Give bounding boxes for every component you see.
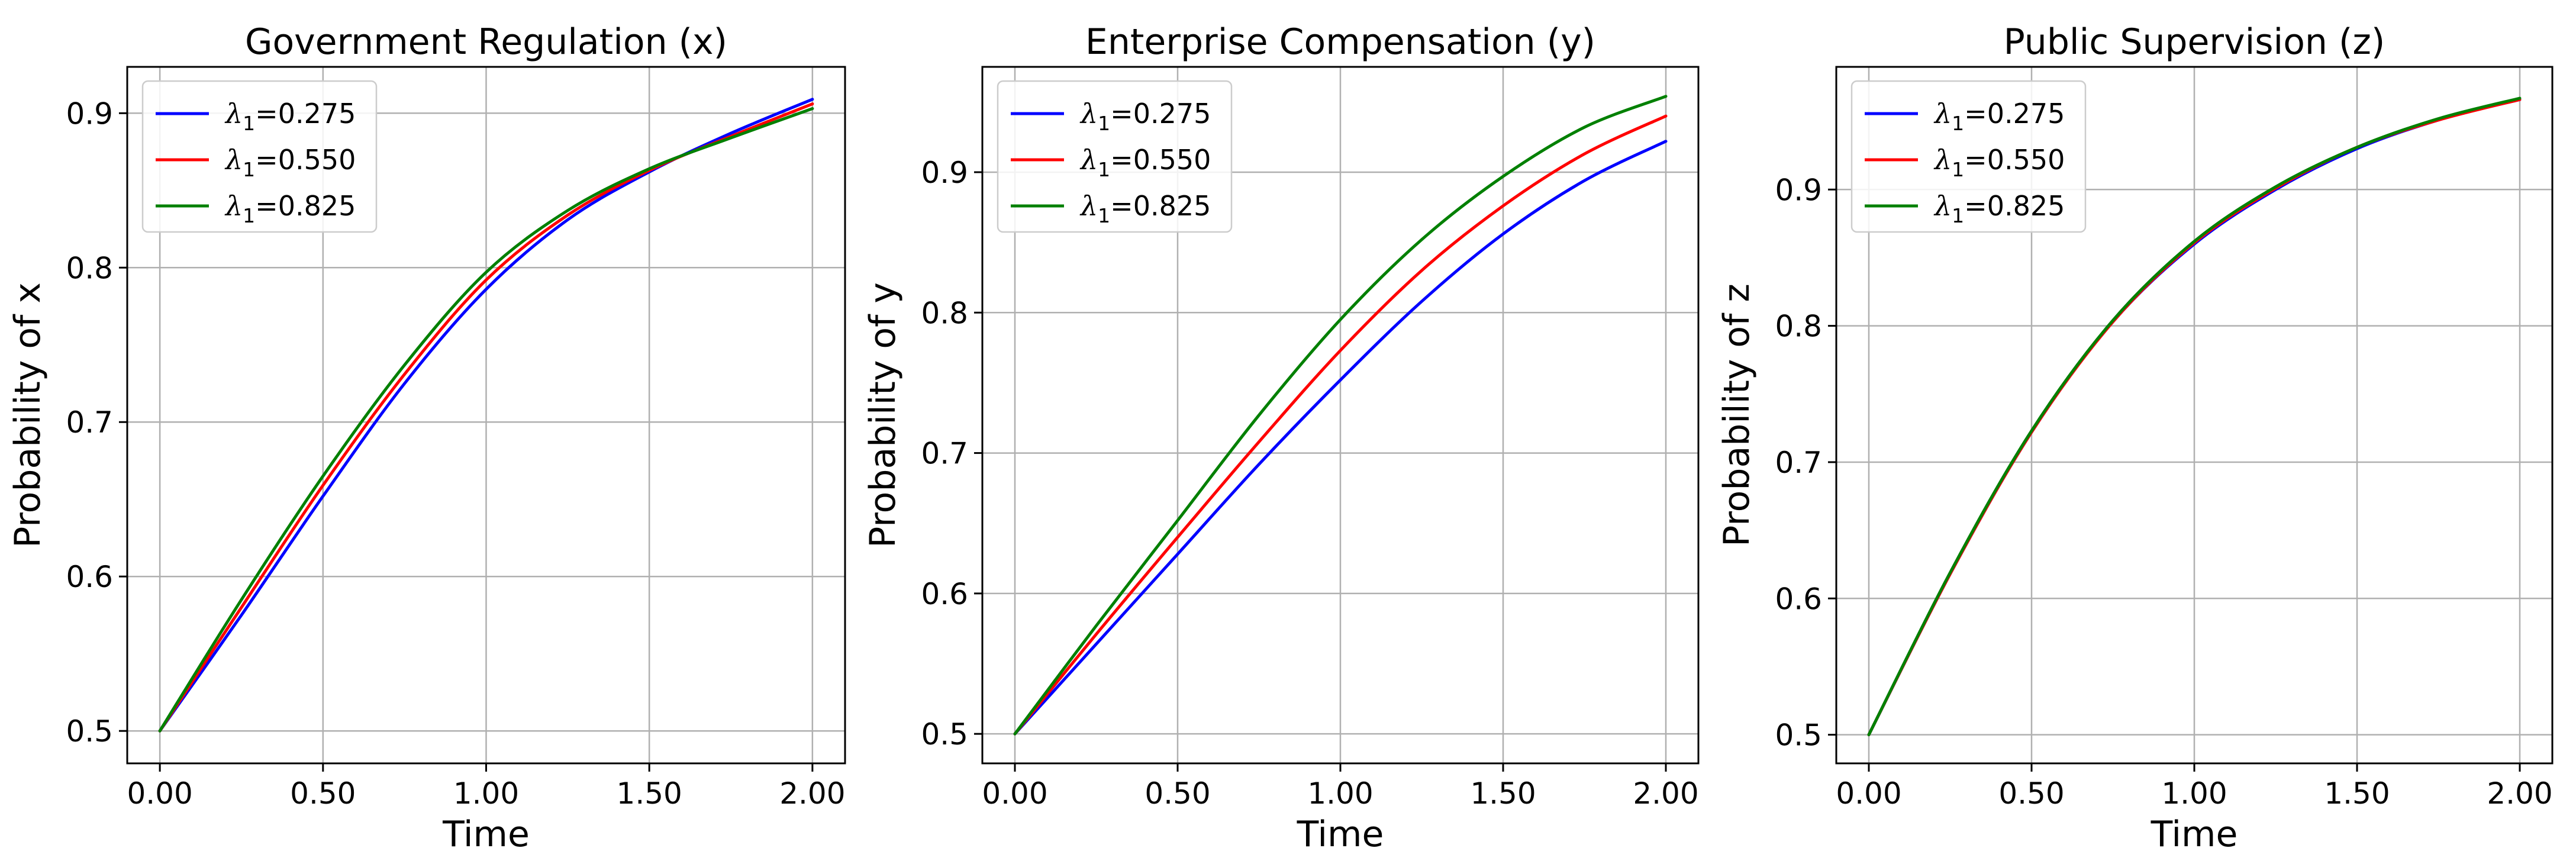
- x-tick-label: 1.50: [617, 776, 682, 811]
- series-line-2: [1013, 114, 1668, 736]
- y-tick-label: 0.6: [66, 560, 113, 594]
- x-tick-label: 2.00: [2487, 776, 2552, 811]
- chart-panel-1: 0.00 0.50 1.00 1.50 2.00 0.5 0.6 0.7 0.8 0.9 Gover…: [7, 21, 846, 855]
- y-tick-label: 0.6: [921, 577, 968, 611]
- chart-panel-2: 0.00 0.50 1.00 1.50 2.00 0.5 0.6 0.7 0.8 0.9 Enter…: [862, 21, 1700, 855]
- legend: λ1=0.275 λ1=0.550 λ1=0.825: [141, 80, 378, 233]
- y-tick-label: 0.9: [921, 156, 968, 190]
- x-tick-label: 1.50: [2324, 776, 2390, 811]
- y-tick-label: 0.7: [66, 405, 113, 440]
- series-line-1: [1013, 140, 1668, 736]
- y-tick-label: 0.5: [921, 717, 968, 752]
- legend-label: λ1=0.825: [1079, 190, 1211, 227]
- x-axis-label: Time: [1297, 814, 1384, 855]
- legend-label: λ1=0.550: [1079, 144, 1211, 181]
- series-line-3: [158, 107, 814, 733]
- y-tick-label: 0.7: [1775, 446, 1822, 480]
- y-axis-label: Probability of x: [7, 282, 49, 548]
- legend-label: λ1=0.275: [1079, 98, 1211, 135]
- y-tick-label: 0.8: [1775, 309, 1822, 344]
- x-tick-label: 2.00: [1633, 776, 1698, 811]
- x-tick-label: 0.00: [127, 776, 192, 811]
- legend: λ1=0.275 λ1=0.550 λ1=0.825: [997, 80, 1233, 233]
- y-tick-label: 0.8: [921, 296, 968, 330]
- legend-label: λ1=0.275: [224, 98, 356, 135]
- y-tick-label: 0.5: [1775, 718, 1822, 753]
- y-tick-label: 0.5: [66, 714, 113, 749]
- y-tick-label: 0.8: [66, 251, 113, 285]
- chart-title: Enterprise Compensation (y): [1085, 21, 1595, 63]
- y-tick-label: 0.6: [1775, 582, 1822, 616]
- chart-panel-3: 0.00 0.50 1.00 1.50 2.00 0.5 0.6 0.7 0.8 0.9 Publi…: [1716, 21, 2554, 855]
- x-tick-label: 0.50: [290, 776, 356, 811]
- series-line-3: [1013, 95, 1668, 736]
- legend-box: [141, 80, 378, 233]
- x-tick-label: 0.50: [1998, 776, 2064, 811]
- x-tick-label: 1.00: [2161, 776, 2227, 811]
- series-line-3: [1867, 96, 2522, 737]
- x-tick-label: 0.00: [1836, 776, 1901, 811]
- y-axis-label: Probability of y: [862, 282, 904, 548]
- legend-label: λ1=0.550: [224, 144, 356, 181]
- legend-label: λ1=0.275: [1933, 98, 2065, 135]
- legend-box: [997, 80, 1233, 233]
- y-axis-label: Probability of z: [1716, 283, 1758, 547]
- x-tick-label: 0.50: [1144, 776, 1210, 811]
- legend-label: λ1=0.550: [1933, 144, 2065, 181]
- chart-title: Public Supervision (z): [2004, 21, 2385, 63]
- x-axis-label: Time: [2151, 814, 2238, 855]
- legend-box: [1850, 80, 2087, 233]
- y-tick-label: 0.7: [921, 437, 968, 471]
- legend-label: λ1=0.825: [224, 190, 356, 227]
- legend-label: λ1=0.825: [1933, 190, 2065, 227]
- y-tick-label: 0.9: [1775, 173, 1822, 207]
- x-tick-label: 1.00: [1307, 776, 1373, 811]
- x-tick-label: 2.00: [779, 776, 845, 811]
- x-tick-label: 0.00: [982, 776, 1047, 811]
- y-tick-label: 0.9: [66, 96, 113, 131]
- x-tick-label: 1.50: [1470, 776, 1536, 811]
- x-axis-label: Time: [442, 814, 530, 855]
- legend: λ1=0.275 λ1=0.550 λ1=0.825: [1850, 80, 2087, 233]
- chart-title: Government Regulation (x): [245, 21, 727, 63]
- x-tick-label: 1.00: [453, 776, 519, 811]
